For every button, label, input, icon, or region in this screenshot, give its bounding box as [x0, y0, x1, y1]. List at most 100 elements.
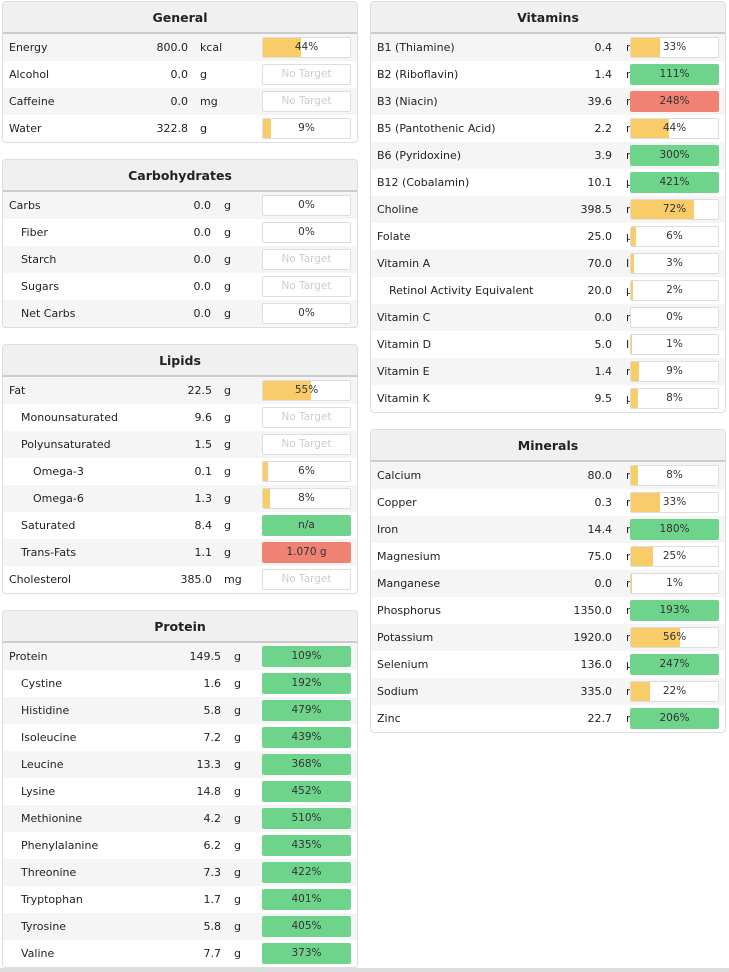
nutrient-row[interactable]: Saturated 8.4 g n/a [3, 512, 357, 539]
nutrient-row[interactable]: Cholesterol 385.0 mg No Target [3, 566, 357, 593]
nutrient-row[interactable]: B3 (Niacin)39.6mg248% [371, 88, 725, 115]
nutrient-name: B1 (Thiamine) [377, 41, 455, 54]
progress-label: 401% [291, 893, 322, 905]
nutrient-row[interactable]: Omega-6 1.3 g 8% [3, 485, 357, 512]
horizontal-scrollbar[interactable] [0, 968, 729, 972]
target-progress-bar: No Target [262, 91, 351, 112]
target-progress-bar: 405% [262, 916, 351, 937]
nutrient-row[interactable]: Fiber 0.0 g 0% [3, 219, 357, 246]
nutrient-unit: g [234, 839, 241, 852]
target-progress-bar: 6% [630, 226, 719, 247]
progress-label: No Target [281, 573, 332, 585]
nutrient-row[interactable]: Isoleucine 7.2 g 439% [3, 724, 357, 751]
nutrient-row[interactable]: Valine 7.7 g 373% [3, 940, 357, 967]
nutrient-row[interactable]: Net Carbs 0.0 g 0% [3, 300, 357, 327]
progress-fill [263, 809, 350, 828]
nutrient-row[interactable]: B5 (Pantothenic Acid)2.2mg44% [371, 115, 725, 142]
nutrient-row[interactable]: Vitamin A70.0IU3% [371, 250, 725, 277]
nutrient-amount: 14.4 [587, 523, 613, 536]
progress-label: 439% [291, 731, 322, 743]
nutrient-row[interactable]: Phenylalanine 6.2 g 435% [3, 832, 357, 859]
nutrient-row[interactable]: Tyrosine 5.8 g 405% [3, 913, 357, 940]
nutrient-amount: 1.4 [594, 365, 613, 378]
nutrient-row[interactable]: Vitamin D5.0IU1% [371, 331, 725, 358]
progress-fill [263, 516, 350, 535]
nutrient-row[interactable]: Trans-Fats 1.1 g 1.070 g [3, 539, 357, 566]
nutrient-unit: g [200, 122, 207, 135]
nutrient-row[interactable]: B12 (Cobalamin)10.1µg421% [371, 169, 725, 196]
nutrient-row[interactable]: Polyunsaturated 1.5 g No Target [3, 431, 357, 458]
nutrient-row[interactable]: Protein 149.5 g 109% [3, 643, 357, 670]
nutrient-unit: g [234, 812, 241, 825]
target-progress-bar: 8% [630, 465, 719, 486]
nutrient-name: Net Carbs [21, 307, 76, 320]
nutrient-row[interactable]: Monounsaturated 9.6 g No Target [3, 404, 357, 431]
nutrient-row[interactable]: Histidine 5.8 g 479% [3, 697, 357, 724]
nutrient-row[interactable]: Alcohol 0.0 g No Target [3, 61, 357, 88]
nutrient-row[interactable]: Leucine 13.3 g 368% [3, 751, 357, 778]
nutrient-row[interactable]: Starch 0.0 g No Target [3, 246, 357, 273]
nutrient-amount: 5.8 [203, 920, 222, 933]
progress-label: No Target [281, 95, 332, 107]
nutrient-row[interactable]: Vitamin C0.0mg0% [371, 304, 725, 331]
nutrient-row[interactable]: Caffeine 0.0 mg No Target [3, 88, 357, 115]
nutrient-name: Caffeine [9, 95, 55, 108]
nutrient-row[interactable]: B2 (Riboflavin)1.4mg111% [371, 61, 725, 88]
progress-label: 373% [291, 947, 322, 959]
nutrient-row[interactable]: Omega-3 0.1 g 6% [3, 458, 357, 485]
nutrient-row[interactable]: Sugars 0.0 g No Target [3, 273, 357, 300]
nutrient-row[interactable]: Threonine 7.3 g 422% [3, 859, 357, 886]
nutrient-row[interactable]: Cystine 1.6 g 192% [3, 670, 357, 697]
progress-label: 109% [291, 650, 322, 662]
nutrient-name: Valine [21, 947, 55, 960]
nutrient-amount: 14.8 [196, 785, 222, 798]
nutrient-amount: 2.2 [594, 122, 613, 135]
nutrient-row[interactable]: Vitamin E1.4mg9% [371, 358, 725, 385]
nutrient-name: Selenium [377, 658, 429, 671]
nutrient-row[interactable]: Carbs 0.0 g 0% [3, 192, 357, 219]
nutrient-amount: 5.0 [594, 338, 613, 351]
progress-label: 0% [666, 311, 683, 323]
progress-fill [263, 755, 350, 774]
target-progress-bar: 109% [262, 646, 351, 667]
nutrient-amount: 0.0 [193, 199, 212, 212]
panel-carbohydrates: Carbohydrates Carbs 0.0 g 0% Fiber 0.0 g 0% Starc… [2, 159, 358, 328]
progress-fill [263, 543, 350, 562]
nutrient-name: Fiber [21, 226, 48, 239]
progress-label: No Target [281, 68, 332, 80]
progress-fill [263, 489, 270, 508]
target-progress-bar: 25% [630, 546, 719, 567]
nutrient-amount: 1.5 [194, 438, 213, 451]
nutrient-row[interactable]: Vitamin K9.5µg8% [371, 385, 725, 412]
nutrient-unit: g [224, 546, 231, 559]
nutrient-row[interactable]: Tryptophan 1.7 g 401% [3, 886, 357, 913]
nutrient-row[interactable]: B6 (Pyridoxine)3.9mg300% [371, 142, 725, 169]
nutrient-row[interactable]: Lysine 14.8 g 452% [3, 778, 357, 805]
nutrient-row[interactable]: Water 322.8 g 9% [3, 115, 357, 142]
nutrient-row[interactable]: Fat 22.5 g 55% [3, 377, 357, 404]
nutrient-row[interactable]: Methionine 4.2 g 510% [3, 805, 357, 832]
nutrient-name: Isoleucine [21, 731, 77, 744]
progress-label: 368% [291, 758, 322, 770]
target-progress-bar: No Target [262, 407, 351, 428]
progress-fill [631, 574, 632, 593]
progress-label: 8% [298, 492, 315, 504]
progress-label: 421% [659, 176, 690, 188]
nutrient-row[interactable]: B1 (Thiamine)0.4mg33% [371, 34, 725, 61]
target-progress-bar: 111% [630, 64, 719, 85]
nutrient-name: Vitamin C [377, 311, 431, 324]
nutrient-row[interactable]: Energy 800.0 kcal 44% [3, 34, 357, 61]
